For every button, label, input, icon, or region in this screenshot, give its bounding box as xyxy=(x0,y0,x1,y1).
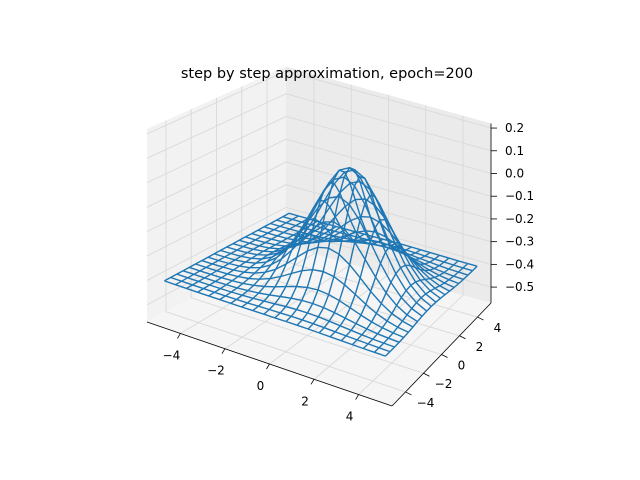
x-tick xyxy=(177,333,181,339)
wire-line-x xyxy=(175,215,299,286)
y-tick-label: 4 xyxy=(494,321,502,335)
x-tick xyxy=(355,394,359,400)
y-tick-label: −2 xyxy=(435,377,453,391)
y-tick xyxy=(441,354,448,358)
y-tick xyxy=(459,335,466,340)
grid-line-z xyxy=(146,184,287,257)
grid-line-z xyxy=(146,70,287,135)
y-tick-label: −4 xyxy=(417,396,435,410)
wire-line-x xyxy=(208,223,328,297)
y-tick-label: 0 xyxy=(458,359,466,373)
wire-line-x xyxy=(307,175,412,330)
x-tick-label: −4 xyxy=(163,348,181,362)
axis-ticks: −4−2024−4−2024−0.5−0.4−0.3−0.2−0.10.00.1… xyxy=(163,121,535,423)
grid-line-z xyxy=(285,161,492,220)
wireframe-surface xyxy=(164,166,478,357)
y-tick-label: 2 xyxy=(476,340,484,354)
grid-line-z xyxy=(146,206,287,281)
z-tick-label: −0.5 xyxy=(505,280,534,294)
grid-line-z xyxy=(146,93,287,159)
wire-line-x xyxy=(197,220,318,293)
grid-line-z xyxy=(285,184,492,243)
wire-line-x xyxy=(384,265,478,357)
chart-title: step by step approximation, epoch=200 xyxy=(181,66,473,82)
grid-line-y xyxy=(165,311,406,393)
x-tick xyxy=(310,379,315,385)
x-tick-label: 2 xyxy=(301,394,309,408)
z-tick-label: 0.1 xyxy=(505,144,524,158)
y-tick xyxy=(477,316,484,321)
wire-line-x xyxy=(274,181,384,319)
grid-line-z xyxy=(285,70,492,129)
x-tick-label: −2 xyxy=(207,364,225,378)
x-tick-label: 0 xyxy=(257,379,265,393)
grid-line-z xyxy=(146,138,287,208)
wire-line-x xyxy=(318,194,422,334)
wire-line-x xyxy=(340,243,440,342)
grid-line-y xyxy=(191,297,424,374)
wire-line-x xyxy=(164,212,290,282)
x-tick xyxy=(266,363,270,370)
grid-line-z xyxy=(285,116,492,174)
grid-line-z xyxy=(146,161,287,233)
wire-line-x xyxy=(329,218,431,338)
wire-line-x xyxy=(285,169,393,322)
y-tick xyxy=(405,391,412,396)
grid-line-z xyxy=(285,93,492,152)
z-tick-label: −0.4 xyxy=(505,257,534,271)
x-tick-label: 4 xyxy=(346,410,354,424)
grid-line-z xyxy=(285,138,492,197)
y-tick xyxy=(423,372,430,377)
grid-line-y xyxy=(216,283,442,355)
z-tick-label: −0.1 xyxy=(505,189,534,203)
z-tick-label: 0.0 xyxy=(505,166,524,180)
wire-line-x xyxy=(186,217,309,290)
z-tick-label: 0.2 xyxy=(505,121,524,135)
wire-line-x xyxy=(351,257,450,346)
wire-line-x xyxy=(373,263,469,353)
z-tick-label: −0.3 xyxy=(505,235,534,249)
grid-line-z xyxy=(146,116,287,184)
wire-line-x xyxy=(296,166,403,326)
x-tick xyxy=(221,348,226,354)
grid-line-z xyxy=(285,206,492,265)
z-tick-label: −0.2 xyxy=(505,212,534,226)
wire-line-x xyxy=(362,260,459,350)
